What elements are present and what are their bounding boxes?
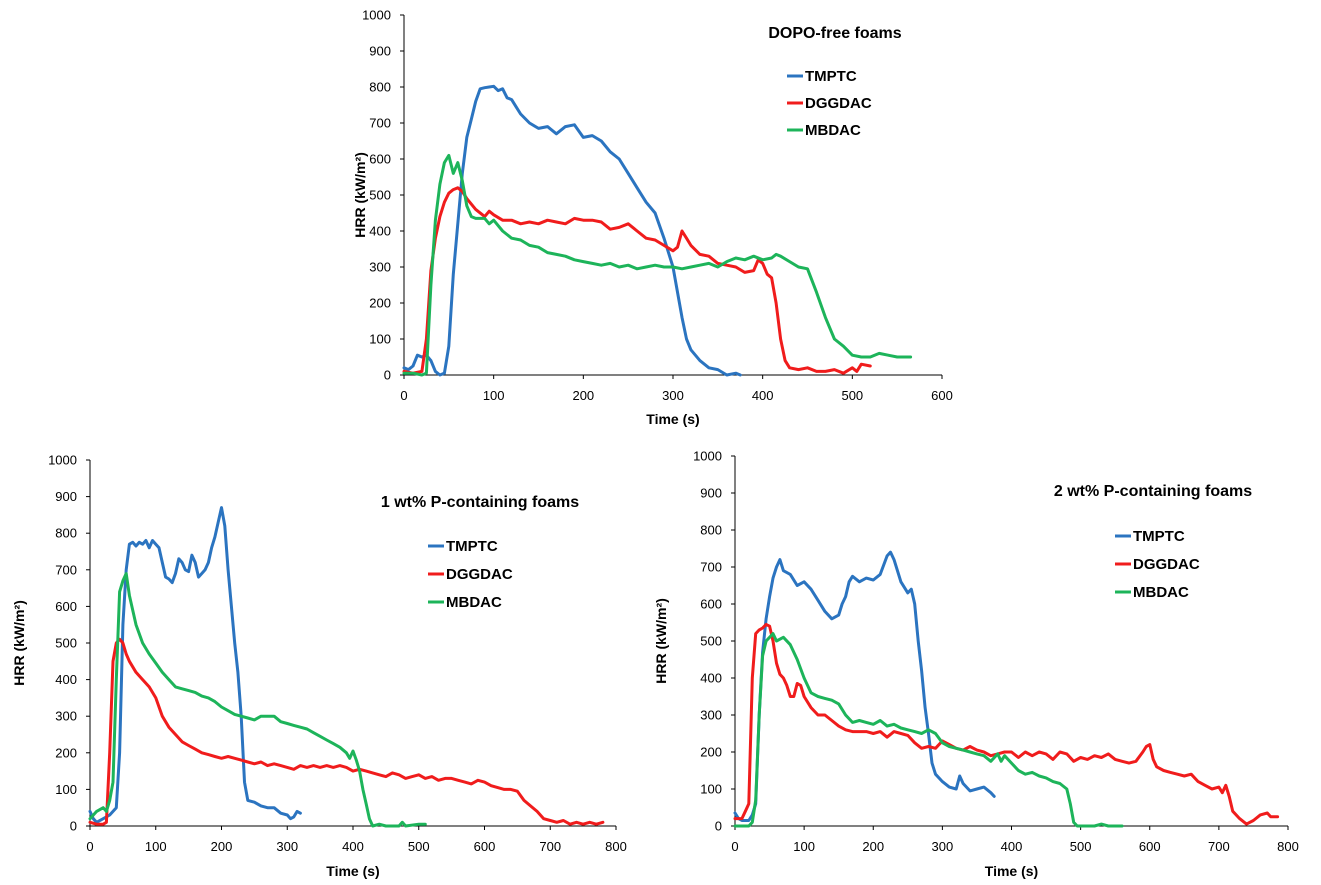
x-tick-label: 100 <box>793 839 815 854</box>
x-tick-label: 200 <box>862 839 884 854</box>
y-tick-label: 300 <box>369 260 391 275</box>
y-tick-label: 500 <box>369 188 391 203</box>
y-tick-label: 600 <box>700 597 722 612</box>
series-line-tmptc <box>88 506 302 824</box>
chart-panel-2: 0 100 200 300 400 500 600 700 800 900 1000 0 100 200 3… <box>11 453 627 880</box>
legend: TMPTC DGGDAC MBDAC <box>787 68 872 139</box>
x-tick-label: 400 <box>342 839 364 854</box>
y-tick-label: 100 <box>55 782 77 797</box>
x-tick-label: 600 <box>1139 839 1161 854</box>
y-tick-label: 800 <box>700 523 722 538</box>
y-tick-label: 0 <box>70 819 77 834</box>
x-tick-label: 300 <box>662 388 684 403</box>
x-tick-label: 300 <box>932 839 954 854</box>
y-tick-label: 800 <box>55 526 77 541</box>
y-axis-title: HRR (kW/m²) <box>653 598 669 684</box>
y-tick-label: 400 <box>700 671 722 686</box>
x-tick-label: 0 <box>400 388 407 403</box>
series-line-dggdac <box>88 637 605 826</box>
legend-label-tmptc: TMPTC <box>805 68 857 85</box>
x-tick-label: 0 <box>86 839 93 854</box>
y-tick-label: 200 <box>700 745 722 760</box>
x-tick-label: 800 <box>605 839 627 854</box>
legend-label-mbdac: MBDAC <box>1133 584 1189 601</box>
y-tick-label: 900 <box>55 489 77 504</box>
x-tick-label: 100 <box>145 839 167 854</box>
x-tick-label: 200 <box>211 839 233 854</box>
x-tick-label: 800 <box>1277 839 1299 854</box>
series-line-tmptc <box>733 550 996 822</box>
y-tick-label: 800 <box>369 80 391 95</box>
x-tick-label: 400 <box>752 388 774 403</box>
x-tick-label: 700 <box>539 839 561 854</box>
x-tick-label: 300 <box>276 839 298 854</box>
chart-title: 1 wt% P-containing foams <box>381 494 579 511</box>
y-tick-label: 900 <box>369 44 391 59</box>
y-tick-label: 700 <box>369 116 391 131</box>
y-tick-label: 100 <box>369 332 391 347</box>
legend: TMPTC DGGDAC MBDAC <box>1115 528 1200 601</box>
legend: TMPTC DGGDAC MBDAC <box>428 538 513 611</box>
y-tick-label: 1000 <box>48 453 77 468</box>
x-tick-label: 700 <box>1208 839 1230 854</box>
x-tick-label: 500 <box>408 839 430 854</box>
x-tick-label: 0 <box>731 839 738 854</box>
y-tick-label: 500 <box>55 636 77 651</box>
chart-panel-3: 0 100 200 300 400 500 600 700 800 900 1000 0 100 200 3… <box>653 449 1299 880</box>
chart-panel-1: 0 100 200 300 400 500 600 700 800 900 1000 0 100 200 3… <box>352 8 953 428</box>
y-tick-label: 400 <box>369 224 391 239</box>
series-line-mbdac <box>402 153 913 377</box>
y-tick-label: 600 <box>55 599 77 614</box>
series-line-dggdac <box>402 186 872 375</box>
legend-label-dggdac: DGGDAC <box>446 566 513 583</box>
x-tick-label: 600 <box>474 839 496 854</box>
y-axis-title: HRR (kW/m²) <box>11 600 27 686</box>
legend-label-mbdac: MBDAC <box>805 122 861 139</box>
x-tick-label: 500 <box>841 388 863 403</box>
y-tick-label: 0 <box>384 368 391 383</box>
x-tick-label: 100 <box>483 388 505 403</box>
chart-title: 2 wt% P-containing foams <box>1054 483 1252 500</box>
series-line-tmptc <box>402 84 742 377</box>
series-line-mbdac <box>733 632 1124 828</box>
series-line-mbdac <box>88 572 427 828</box>
legend-label-tmptc: TMPTC <box>446 538 498 555</box>
legend-label-tmptc: TMPTC <box>1133 528 1185 545</box>
y-tick-label: 0 <box>715 819 722 834</box>
y-tick-label: 200 <box>369 296 391 311</box>
x-tick-label: 500 <box>1070 839 1092 854</box>
series-line-dggdac <box>733 622 1280 826</box>
legend-label-dggdac: DGGDAC <box>1133 556 1200 573</box>
y-tick-label: 600 <box>369 152 391 167</box>
x-axis-title: Time (s) <box>646 411 699 427</box>
y-tick-label: 300 <box>55 709 77 724</box>
y-tick-label: 1000 <box>693 449 722 464</box>
legend-label-dggdac: DGGDAC <box>805 95 872 112</box>
y-tick-label: 900 <box>700 486 722 501</box>
y-tick-label: 300 <box>700 708 722 723</box>
x-tick-label: 200 <box>572 388 594 403</box>
x-tick-label: 400 <box>1001 839 1023 854</box>
y-axis-title: HRR (kW/m²) <box>352 152 368 238</box>
y-tick-label: 700 <box>700 560 722 575</box>
y-tick-label: 700 <box>55 562 77 577</box>
y-tick-label: 1000 <box>362 8 391 23</box>
y-tick-label: 200 <box>55 745 77 760</box>
y-tick-label: 400 <box>55 672 77 687</box>
y-tick-label: 500 <box>700 634 722 649</box>
x-axis-title: Time (s) <box>326 863 379 879</box>
legend-label-mbdac: MBDAC <box>446 594 502 611</box>
chart-title: DOPO-free foams <box>768 25 901 42</box>
x-axis-title: Time (s) <box>985 863 1038 879</box>
x-tick-label: 600 <box>931 388 953 403</box>
y-tick-label: 100 <box>700 782 722 797</box>
